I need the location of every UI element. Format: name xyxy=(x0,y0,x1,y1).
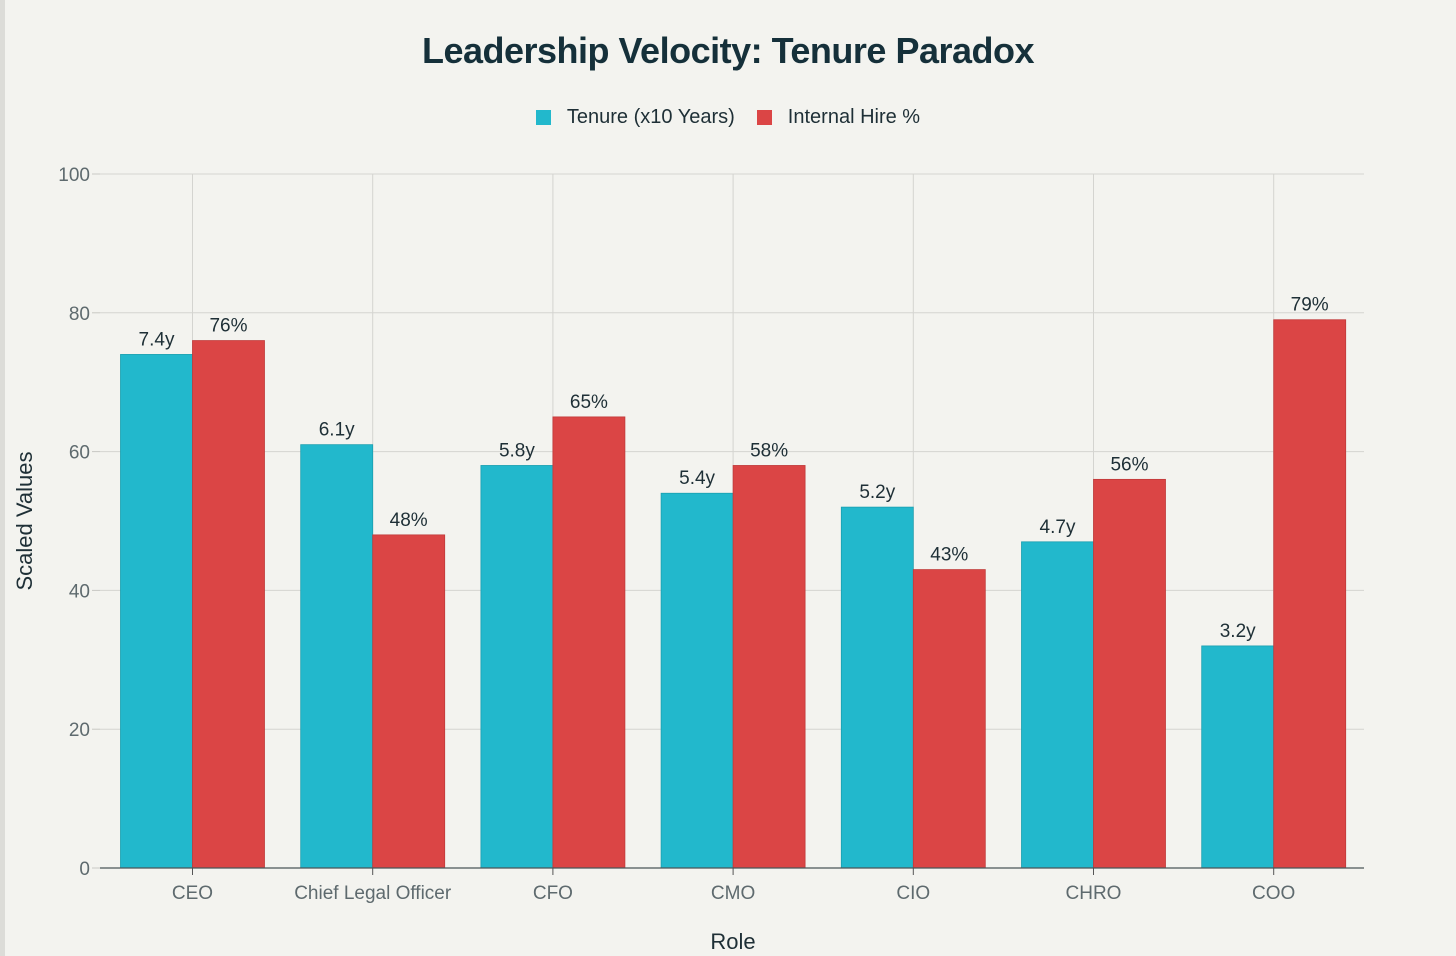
y-tick-label: 0 xyxy=(79,859,90,880)
bar-labels: 7.4y 76% 6.1y 48% 5.8y 65% 5.4y 58% 5.2y 43% 4.7y 5… xyxy=(139,295,1329,642)
bar-label-tenure: 4.7y xyxy=(1040,517,1076,538)
bar-internal-hire xyxy=(552,416,626,869)
bar-internal-hire xyxy=(732,465,806,869)
bar-label-internal-hire: 48% xyxy=(390,510,428,531)
legend-item-internal-hire[interactable]: Internal Hire % xyxy=(756,106,921,129)
bar-label-tenure: 6.1y xyxy=(319,420,355,441)
x-tick-label: CHRO xyxy=(1066,883,1122,904)
x-tick-label: CMO xyxy=(711,883,755,904)
bar-internal-hire xyxy=(1273,319,1347,869)
bar-label-tenure: 3.2y xyxy=(1220,621,1256,642)
bar-tenure xyxy=(120,354,193,869)
x-tick-label: CEO xyxy=(172,883,213,904)
x-tick-label: Chief Legal Officer xyxy=(294,883,452,904)
bar-internal-hire xyxy=(912,569,986,869)
y-axis-ticks: 0 20 40 60 80 100 xyxy=(58,165,100,880)
x-tick-label: CIO xyxy=(896,883,930,904)
bar-tenure xyxy=(300,444,374,869)
chart-title: Leadership Velocity: Tenure Paradox xyxy=(421,30,1035,71)
bar-tenure xyxy=(660,492,734,869)
bar-label-internal-hire: 56% xyxy=(1110,454,1148,475)
bar-label-internal-hire: 58% xyxy=(750,440,788,461)
y-tick-label: 100 xyxy=(58,165,90,186)
y-tick-label: 20 xyxy=(69,720,90,741)
bar-label-internal-hire: 43% xyxy=(930,545,968,566)
bar-tenure xyxy=(480,465,554,869)
legend-label-tenure: Tenure (x10 Years) xyxy=(566,106,735,128)
legend-swatch-internal-hire xyxy=(756,110,772,125)
bar-label-tenure: 5.8y xyxy=(499,440,535,461)
bar-internal-hire xyxy=(1093,478,1166,869)
bar-tenure xyxy=(1021,541,1094,869)
bars xyxy=(120,319,1347,869)
x-tick-label: COO xyxy=(1252,883,1295,904)
x-tick-label: CFO xyxy=(533,883,573,904)
bar-label-internal-hire: 79% xyxy=(1291,295,1329,316)
window-edge xyxy=(0,0,5,956)
bar-label-tenure: 5.2y xyxy=(859,482,895,503)
bar-label-internal-hire: 76% xyxy=(209,316,247,337)
y-tick-label: 80 xyxy=(69,304,90,325)
y-tick-label: 60 xyxy=(69,443,90,464)
chart-legend: Tenure (x10 Years) Internal Hire % xyxy=(0,106,1456,129)
legend-label-internal-hire: Internal Hire % xyxy=(787,106,921,128)
y-axis-label: Scaled Values xyxy=(12,451,37,590)
x-axis-label: Role xyxy=(710,929,755,954)
legend-item-tenure[interactable]: Tenure (x10 Years) xyxy=(535,106,735,129)
bar-internal-hire xyxy=(192,340,265,869)
y-tick-label: 40 xyxy=(69,581,90,602)
x-axis-ticks: CEO Chief Legal Officer CFO CMO CIO CHRO COO xyxy=(172,868,1295,904)
legend-swatch-tenure xyxy=(535,110,551,125)
bar-tenure xyxy=(840,506,914,869)
bar-internal-hire xyxy=(372,534,446,869)
bar-label-internal-hire: 65% xyxy=(570,392,608,413)
bar-label-tenure: 5.4y xyxy=(679,468,715,489)
bar-tenure xyxy=(1201,645,1275,869)
bar-label-tenure: 7.4y xyxy=(139,329,175,350)
